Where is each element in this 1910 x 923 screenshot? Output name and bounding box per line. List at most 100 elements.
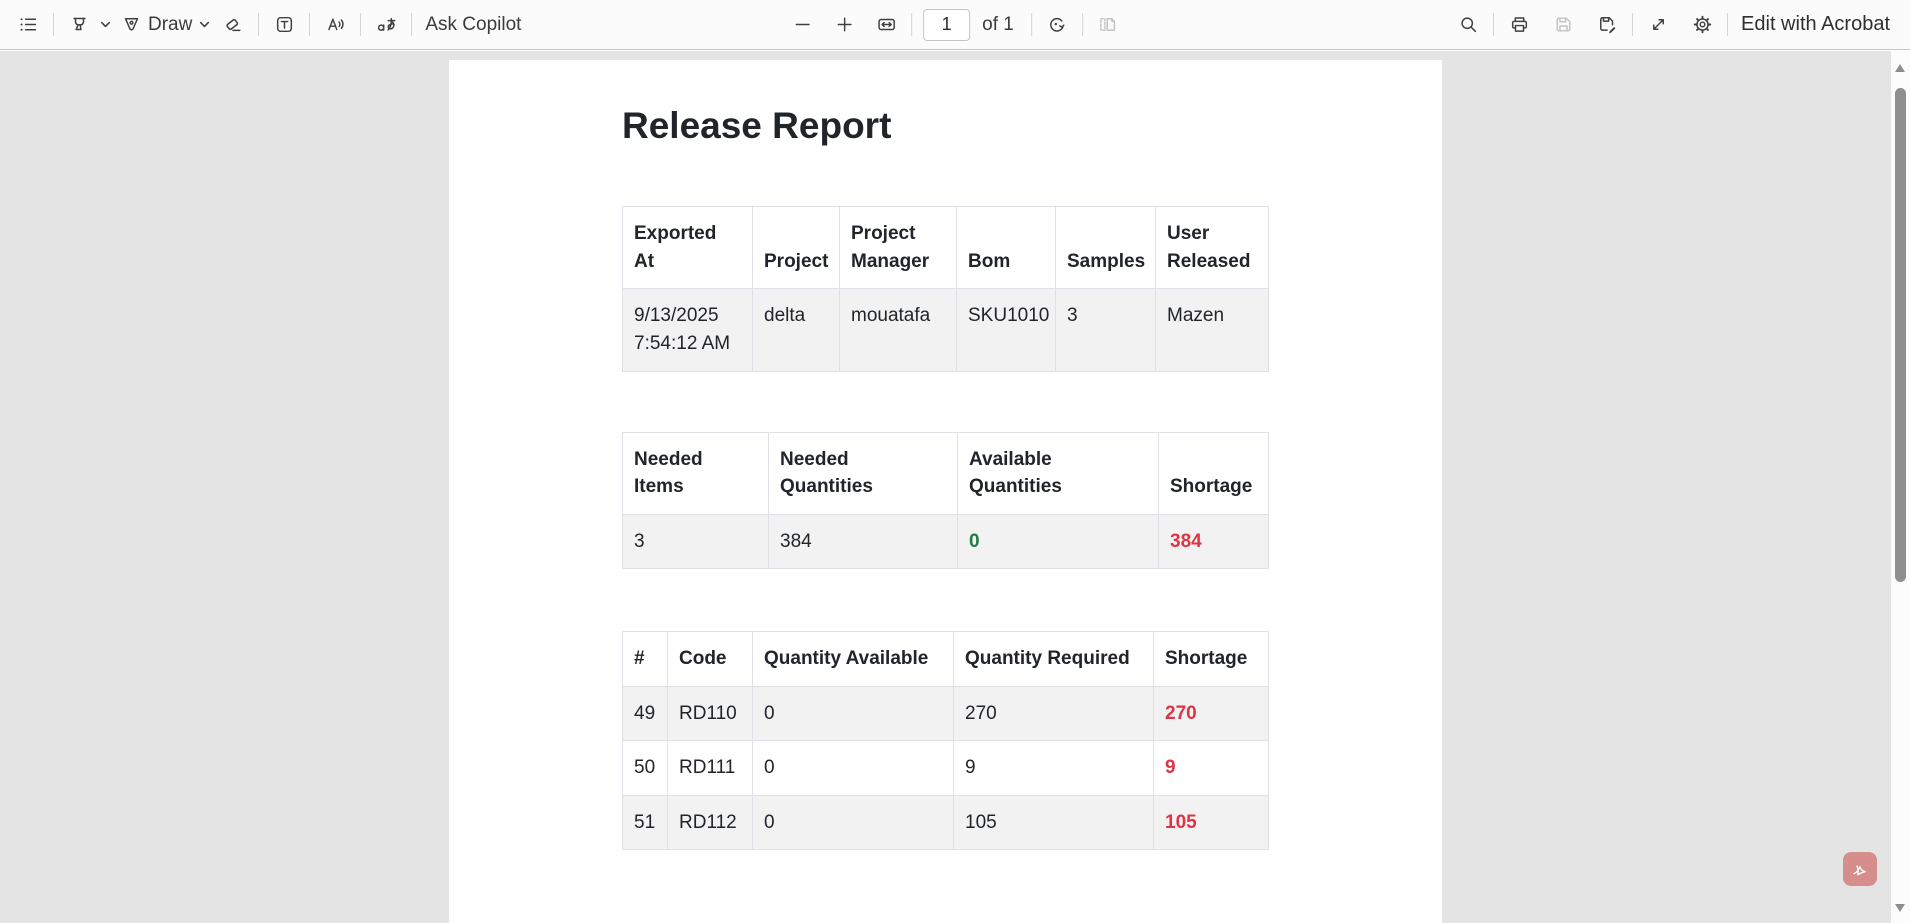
- table-cell: 9/13/2025 7:54:12 AM: [622, 288, 753, 372]
- ask-copilot-button[interactable]: Ask Copilot: [421, 14, 525, 36]
- open-in-acrobat-button[interactable]: [1843, 852, 1877, 886]
- eraser-icon: [226, 18, 241, 32]
- release-info-table: Exported At Project Project Manager Bom Samp…: [622, 206, 1269, 372]
- search-button[interactable]: [1452, 7, 1484, 43]
- print-icon: [1511, 17, 1527, 32]
- table-cell: 3: [622, 513, 769, 570]
- table-cell: 0: [752, 794, 954, 851]
- table-cell: 0: [752, 740, 954, 796]
- scrollbar-thumb[interactable]: [1895, 88, 1906, 582]
- table-cell: 384: [1158, 513, 1269, 570]
- table-of-contents-icon: [20, 18, 36, 31]
- table-row: 49 RD110 0 270 270: [622, 685, 1269, 742]
- zoom-out-icon: [795, 23, 810, 26]
- table-header-row: Exported At Project Project Manager Bom Samp…: [622, 206, 1269, 290]
- column-header: Shortage: [1158, 431, 1269, 515]
- toolbar-divider: [911, 13, 913, 36]
- pdf-viewer-toolbar: Draw: [0, 0, 1910, 50]
- page-view-button: [1092, 7, 1124, 43]
- page-count-label: of 1: [982, 13, 1014, 35]
- toolbar-divider: [53, 13, 54, 36]
- zoom-in-icon: [837, 17, 852, 32]
- column-header: Shortage: [1153, 631, 1269, 687]
- column-header: Needed Quantities: [768, 431, 958, 515]
- toolbar-divider: [1030, 13, 1032, 36]
- edit-with-acrobat-button[interactable]: Edit with Acrobat: [1737, 13, 1894, 36]
- table-cell: 49: [622, 685, 668, 742]
- zoom-out-button[interactable]: [786, 7, 818, 43]
- toolbar-center-section: of 1: [786, 7, 1124, 43]
- toolbar-divider: [258, 13, 260, 36]
- table-row: 9/13/2025 7:54:12 AM delta mouatafa SKU1010…: [622, 288, 1269, 372]
- table-cell: SKU1010: [956, 288, 1056, 372]
- settings-gear-icon: [1693, 15, 1711, 34]
- toolbar-divider: [360, 13, 362, 36]
- add-text-button[interactable]: [268, 7, 300, 43]
- print-button[interactable]: [1503, 7, 1535, 43]
- column-header: #: [622, 631, 668, 687]
- table-cell: 105: [1153, 794, 1269, 851]
- column-header: Exported At: [622, 206, 753, 290]
- draw-button-label: Draw: [148, 13, 193, 35]
- rotate-icon: [1050, 17, 1065, 32]
- table-cell: mouatafa: [839, 288, 957, 372]
- column-header: Available Quantities: [957, 431, 1159, 515]
- toolbar-divider: [1727, 13, 1729, 36]
- draw-pen-icon: [124, 17, 139, 31]
- highlight-button[interactable]: [63, 7, 95, 43]
- erase-button[interactable]: [217, 7, 249, 43]
- table-cell: Mazen: [1155, 288, 1269, 372]
- quantities-summary-table: Needed Items Needed Quantities Available Q…: [622, 431, 1269, 570]
- save-as-button[interactable]: [1591, 7, 1623, 43]
- shortage-items-table: # Code Quantity Available Quantity Required…: [622, 631, 1269, 851]
- fit-to-width-icon: [877, 18, 895, 31]
- read-aloud-button[interactable]: [319, 7, 351, 43]
- column-header: Project: [752, 206, 840, 290]
- zoom-in-button[interactable]: [828, 7, 860, 43]
- scroll-down-arrow[interactable]: [1895, 904, 1905, 912]
- table-cell: 270: [953, 685, 1154, 742]
- enter-fullscreen-button[interactable]: [1642, 7, 1674, 43]
- rotate-button[interactable]: [1041, 7, 1073, 43]
- table-cell: 270: [1153, 685, 1269, 742]
- table-cell: 3: [1055, 288, 1156, 372]
- column-header: Quantity Required: [953, 631, 1154, 687]
- translate-button[interactable]: [370, 7, 402, 43]
- column-header: Needed Items: [622, 431, 769, 515]
- table-cell: delta: [752, 288, 840, 372]
- enter-fullscreen-icon: [1652, 19, 1664, 30]
- toolbar-left-section: Draw: [0, 7, 525, 43]
- translate-icon: [377, 17, 396, 31]
- column-header: Bom: [956, 206, 1056, 290]
- column-header: User Released: [1155, 206, 1269, 290]
- fit-to-width-button[interactable]: [870, 7, 902, 43]
- table-header-row: Needed Items Needed Quantities Available Q…: [622, 431, 1269, 515]
- vertical-scrollbar: [1891, 51, 1910, 923]
- table-cell: 51: [622, 794, 668, 851]
- table-cell: RD112: [667, 794, 753, 851]
- column-header: Quantity Available: [752, 631, 954, 687]
- highlight-options-button[interactable]: [95, 7, 115, 43]
- table-cell: 0: [957, 513, 1159, 570]
- toolbar-divider: [1632, 13, 1634, 36]
- highlighter-icon: [72, 17, 86, 31]
- toolbar-divider: [411, 13, 413, 36]
- table-cell: 9: [1153, 740, 1269, 796]
- page-number-input[interactable]: [923, 8, 971, 41]
- column-header: Project Manager: [839, 206, 957, 290]
- table-header-row: # Code Quantity Available Quantity Required…: [622, 631, 1269, 687]
- pdf-canvas: Release Report Exported At Project Project…: [0, 51, 1891, 923]
- settings-button[interactable]: [1686, 7, 1718, 43]
- document-title: Release Report: [622, 105, 892, 146]
- table-row: 51 RD112 0 105 105: [622, 794, 1269, 851]
- acrobat-logo-icon: [1853, 865, 1866, 876]
- scroll-up-arrow[interactable]: [1895, 64, 1905, 72]
- draw-button[interactable]: Draw: [115, 7, 217, 43]
- table-cell: RD110: [667, 685, 753, 742]
- table-cell: 105: [953, 794, 1154, 851]
- table-cell: 9: [953, 740, 1154, 796]
- table-of-contents-button[interactable]: [12, 7, 44, 43]
- table-cell: 0: [752, 685, 954, 742]
- column-header: Code: [667, 631, 753, 687]
- toolbar-divider: [1081, 13, 1083, 36]
